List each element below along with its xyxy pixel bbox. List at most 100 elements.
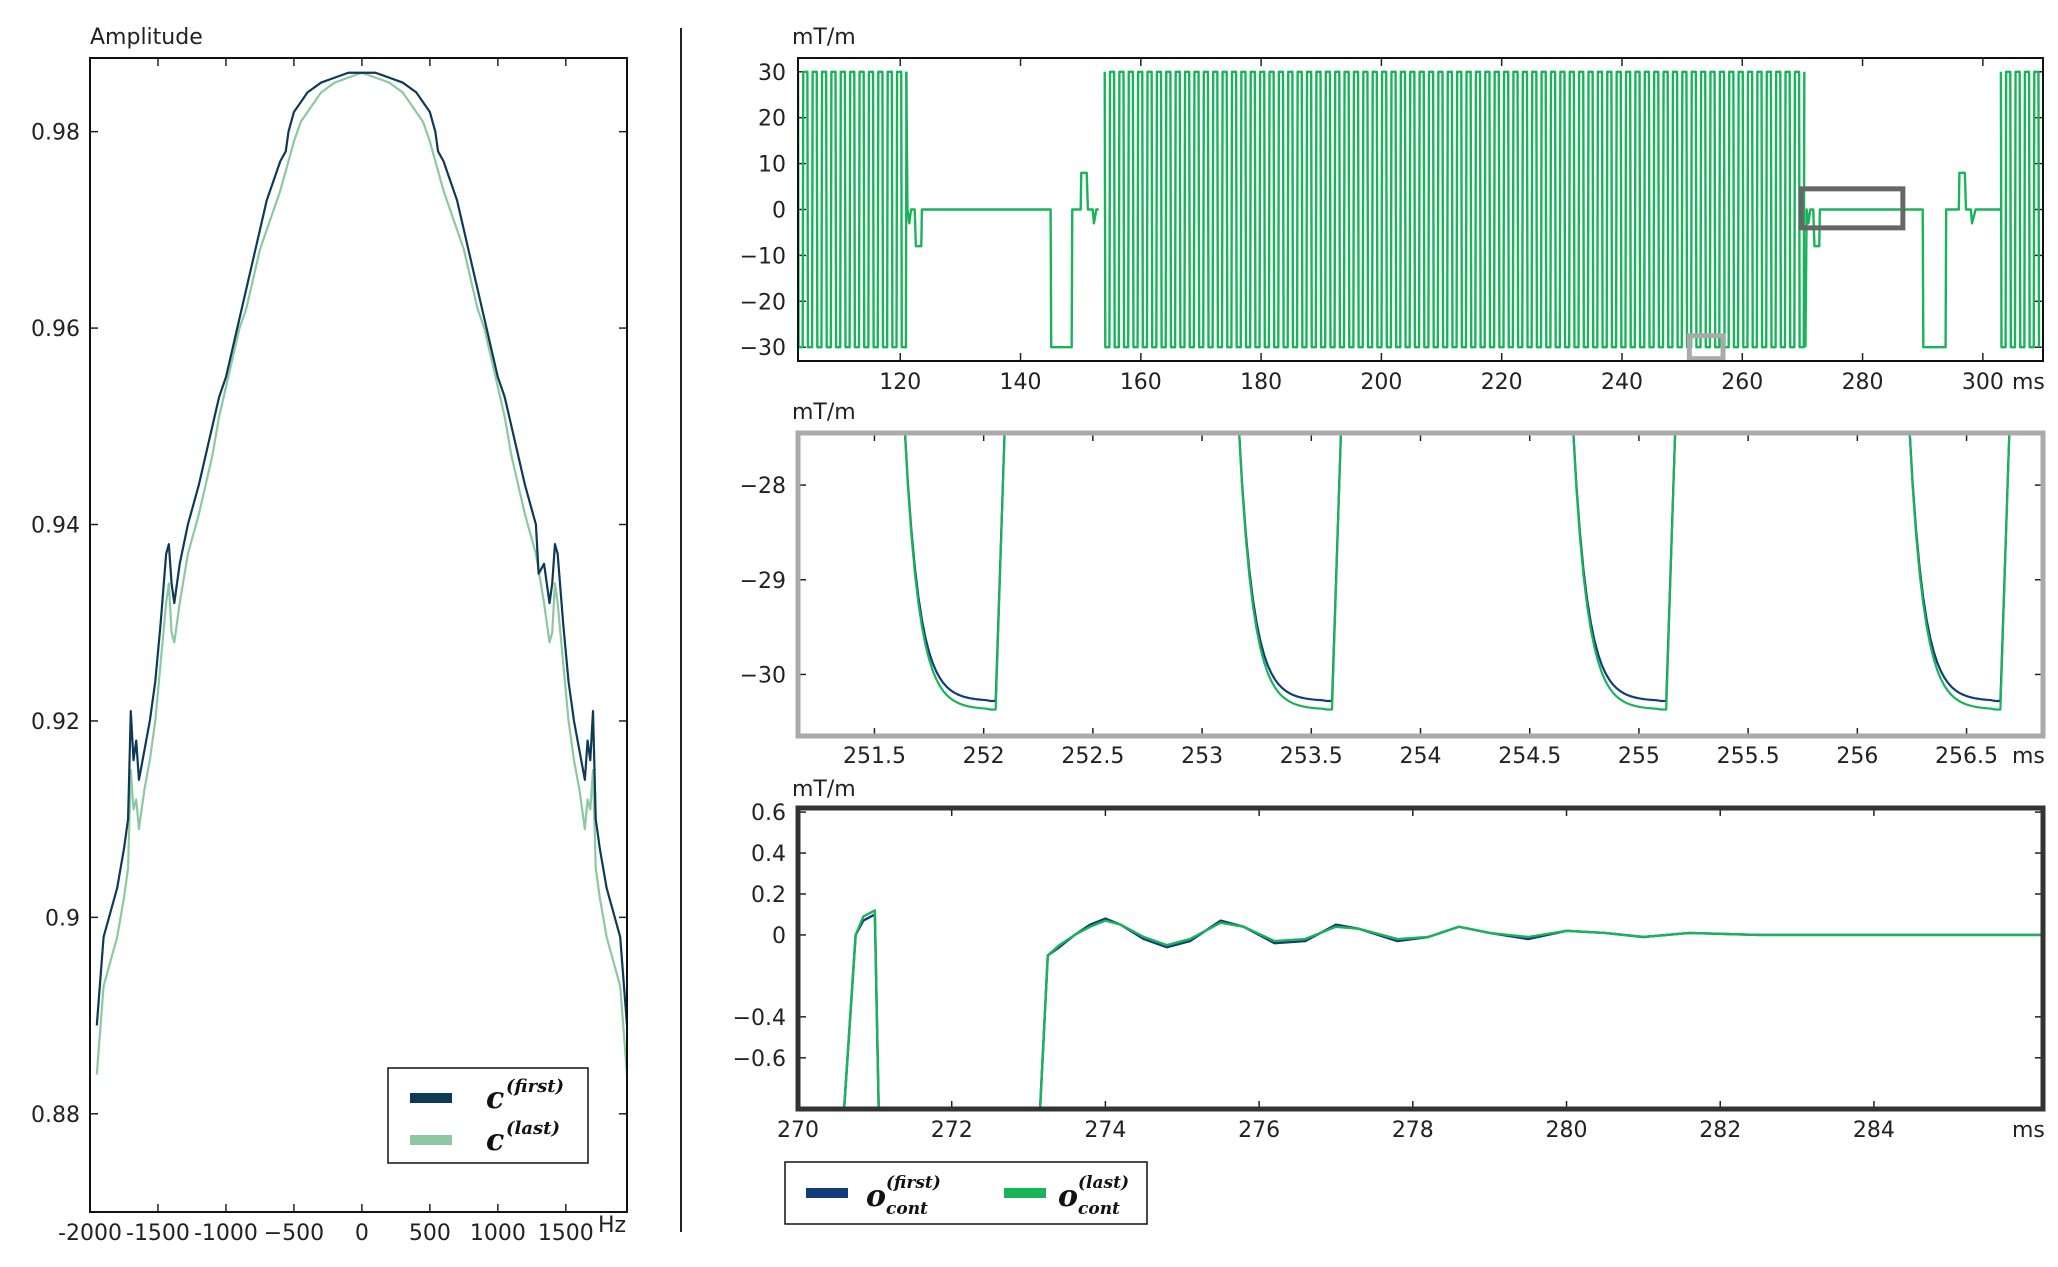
overview-x-tick-label: 260	[1721, 370, 1763, 395]
zoom-x-tick-label: 253.5	[1280, 744, 1343, 769]
amplitude-plot-area: -2000 -1500 -1000 −500 0 500 1000 1500 0.88 0.9 0.…	[31, 57, 628, 1246]
legend-sup-c-last: (last)	[506, 1118, 560, 1139]
amplitude-x-tick-label: -1000	[194, 1221, 258, 1246]
zoom-x-tick-label: 255.5	[1717, 744, 1780, 769]
zoom-x-tick-label: 254	[1400, 744, 1442, 769]
settling-x-tick-label: 272	[931, 1118, 973, 1143]
overview-zoom-box	[1798, 186, 1906, 231]
zoom-y-tick-label: −30	[740, 663, 786, 688]
zoom-pulse-last	[903, 433, 1006, 711]
zoom-x-tick-label: 253	[1181, 744, 1223, 769]
overview-y-tick-label: −10	[740, 244, 786, 269]
zoom-y-tick-label: −28	[740, 474, 786, 499]
overview-y-tick-label: −20	[740, 290, 786, 315]
overview-x-tick-label: 120	[879, 370, 921, 395]
zoom-y-tick-label: −29	[740, 569, 786, 594]
amplitude-y-tick-label: 0.92	[31, 710, 80, 735]
zoom-pulse-last	[1237, 433, 1343, 711]
amplitude-x-tick-label: −500	[264, 1221, 324, 1246]
amplitude-frame	[89, 57, 628, 1213]
legend-sup-c-first: (first)	[506, 1076, 564, 1097]
amplitude-x-tick-label: -1500	[126, 1221, 190, 1246]
amplitude-legend-box	[387, 1067, 589, 1164]
overview-y-tick-label: −30	[740, 336, 786, 361]
series-c-last	[95, 71, 627, 1075]
zoom-plot-area: 251.5 252 252.5 253 253.5 254 254.5 255 255.5 256…	[740, 430, 2046, 769]
settling-y-unit: mT/m	[792, 777, 856, 802]
legend-label-c-last: c	[486, 1123, 504, 1158]
overview-oscillation-burst	[798, 70, 908, 349]
overview-trace-segment	[905, 71, 1099, 349]
zoom-x-tick-label: 252.5	[1061, 744, 1124, 769]
amplitude-y-tick-label: 0.9	[45, 906, 80, 931]
overview-zoom-box	[1686, 333, 1726, 362]
settling-y-tick-label: 0.4	[751, 842, 786, 867]
series-c-first	[95, 71, 627, 1026]
settling-x-tick-label: 284	[1853, 1118, 1895, 1143]
overview-y-tick-label: 0	[772, 199, 786, 224]
zoom-x-tick-label: 256	[1836, 744, 1878, 769]
legend-sup-ocont-last: (last)	[1078, 1173, 1129, 1193]
overview-x-tick-label: 160	[1120, 370, 1162, 395]
zoom-x-unit: ms	[2012, 744, 2045, 769]
overview-trace-segment	[1804, 171, 2001, 349]
settling-x-tick-label: 282	[1699, 1118, 1741, 1143]
overview-frame	[797, 57, 2044, 362]
overview-x-tick-label: 220	[1481, 370, 1523, 395]
zoom-pulse-last	[1572, 433, 1677, 711]
overview-x-unit: ms	[2012, 370, 2045, 395]
settling-legend-box	[784, 1161, 1148, 1225]
overview-y-unit: mT/m	[792, 25, 856, 50]
settling-x-tick-label: 278	[1392, 1118, 1434, 1143]
overview-x-tick-label: 180	[1240, 370, 1282, 395]
settling-y-tick-label: 0.2	[751, 883, 786, 908]
overview-oscillation-burst	[1103, 70, 1806, 349]
settling-x-unit: ms	[2012, 1118, 2045, 1143]
zoom-x-tick-label: 252	[963, 744, 1005, 769]
settling-zoom-chart: mT/m ms 270 272 274 276 278 280 282 284 0.6 0.4 0.…	[733, 777, 2046, 1225]
amplitude-chart: Amplitude Hz -2000 -1500 -1000 −500 0 500 1000…	[31, 25, 628, 1246]
amplitude-y-tick-label: 0.88	[31, 1103, 80, 1128]
zoom-y-unit: mT/m	[792, 400, 856, 425]
legend-sub-ocont-last: cont	[1078, 1199, 1120, 1219]
zoom-x-tick-label: 251.5	[843, 744, 906, 769]
amplitude-x-tick-label: 0	[355, 1221, 369, 1246]
settling-series-last	[842, 909, 2043, 1109]
settling-legend: o (first) cont o (last) cont	[784, 1161, 1148, 1225]
amplitude-x-tick-label: 1500	[538, 1221, 594, 1246]
amplitude-x-tick-label: -2000	[58, 1221, 122, 1246]
settling-frame	[795, 805, 2046, 1112]
overview-x-tick-label: 280	[1842, 370, 1884, 395]
amplitude-x-unit: Hz	[598, 1213, 626, 1238]
amplitude-y-label: Amplitude	[90, 25, 203, 50]
amplitude-y-tick-label: 0.94	[31, 514, 80, 539]
legend-sup-ocont-first: (first)	[886, 1173, 941, 1193]
zoom-x-tick-label: 255	[1618, 744, 1660, 769]
settling-y-tick-label: −0.6	[733, 1047, 786, 1072]
settling-y-tick-label: 0	[772, 924, 786, 949]
overview-y-tick-label: 20	[758, 107, 786, 132]
legend-label-ocont-first: o	[866, 1179, 886, 1214]
gradient-overview-chart: mT/m ms 120 140 160 180 200 220 240 260 280 30030…	[740, 25, 2045, 395]
legend-sub-ocont-first: cont	[886, 1199, 928, 1219]
settling-series-first	[842, 913, 2043, 1109]
amplitude-x-tick-label: 1000	[470, 1221, 526, 1246]
amplitude-legend: c (first) c (last)	[387, 1067, 589, 1164]
settling-y-tick-label: −0.4	[733, 1006, 786, 1031]
settling-x-tick-label: 270	[777, 1118, 819, 1143]
settling-x-tick-label: 274	[1084, 1118, 1126, 1143]
amplitude-x-tick-label: 500	[409, 1221, 451, 1246]
overview-x-tick-label: 240	[1601, 370, 1643, 395]
zoom-x-tick-label: 254.5	[1498, 744, 1561, 769]
overview-oscillation-burst	[1999, 70, 2041, 349]
settling-y-tick-label: 0.6	[751, 801, 786, 826]
overview-x-tick-label: 300	[1962, 370, 2004, 395]
overview-plot-area: 120 140 160 180 200 220 240 260 280 300 30 20 10 0 −10…	[740, 57, 2044, 395]
zoom-x-tick-label: 256.5	[1935, 744, 1998, 769]
overview-y-tick-label: 30	[758, 61, 786, 86]
legend-label-ocont-last: o	[1058, 1179, 1078, 1214]
amplitude-y-tick-label: 0.98	[31, 121, 80, 146]
settling-x-tick-label: 280	[1546, 1118, 1588, 1143]
legend-label-c-first: c	[486, 1081, 504, 1116]
